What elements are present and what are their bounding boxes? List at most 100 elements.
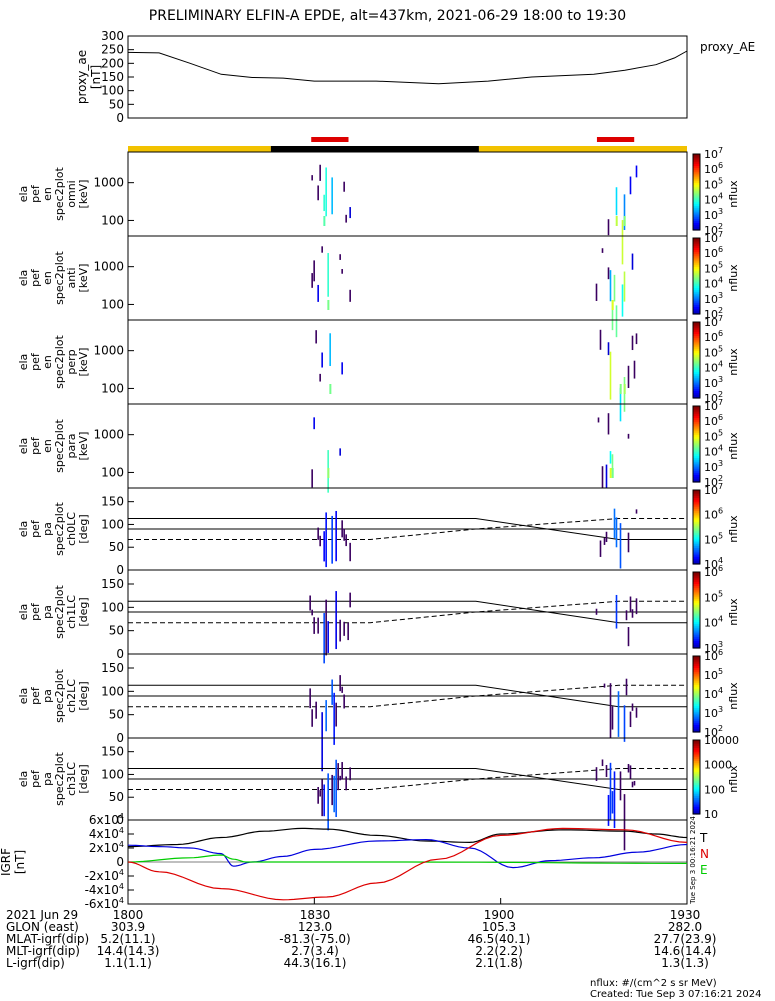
flux-pixel: [321, 712, 323, 772]
colorbar-frame: [692, 321, 701, 399]
y-axis-units: [deg]: [77, 514, 90, 543]
colorbar-cell: [693, 678, 700, 682]
colorbar-tick-label: 105: [704, 428, 723, 443]
loss-cone-line: [128, 600, 687, 624]
flux-pixel: [323, 613, 325, 664]
science-zone-segment: [270, 146, 479, 152]
colorbar-label: nflux: [727, 598, 740, 626]
colorbar-cell: [693, 646, 700, 649]
colorbar-cell: [693, 501, 700, 504]
colorbar-cell: [693, 707, 700, 710]
colorbar-cell: [693, 262, 700, 266]
colorbar-cell: [693, 270, 700, 273]
y-tick-label: 100: [101, 84, 124, 98]
flux-pixel: [311, 469, 313, 488]
colorbar-frame: [692, 489, 701, 565]
colorbar-cell: [693, 644, 700, 647]
colorbar-cell: [693, 209, 700, 212]
flux-pixel: [601, 759, 604, 767]
colorbar-cell: [693, 784, 700, 787]
colorbar-cell: [693, 713, 700, 716]
flux-pixel: [349, 289, 351, 302]
colorbar-cell: [693, 801, 700, 804]
colorbar-cell: [693, 306, 700, 309]
colorbar-tick-label: 102: [704, 474, 723, 489]
colorbar-cell: [693, 523, 700, 526]
colorbar-cell: [693, 575, 700, 579]
y-axis-label: omni: [65, 180, 78, 207]
flux-pixel: [635, 165, 638, 178]
colorbar-cell: [693, 543, 700, 547]
colorbar-cell: [693, 276, 700, 279]
flux-pixel: [611, 791, 614, 814]
colorbar-cell: [693, 406, 700, 409]
flux-pixel: [327, 468, 330, 478]
colorbar-cell: [693, 690, 700, 693]
colorbar-cell: [693, 245, 700, 249]
colorbar-cell: [693, 675, 700, 678]
colorbar-tick-label: 100: [704, 783, 725, 796]
flux-pixel: [603, 537, 606, 545]
colorbar-cell: [693, 802, 700, 806]
colorbar-cell: [693, 534, 700, 537]
orbit-value: 1830: [299, 908, 331, 922]
flux-pixel: [629, 596, 632, 612]
science-zone-segment: [128, 146, 271, 152]
colorbar-cell: [693, 788, 700, 791]
colorbar-cell: [693, 525, 700, 528]
colorbar-cell: [693, 515, 700, 519]
colorbar-cell: [693, 426, 700, 430]
proxy-ae-line: [127, 50, 688, 85]
flux-pixel: [627, 365, 630, 389]
flux-pixel: [601, 248, 604, 253]
colorbar-cell: [693, 304, 700, 307]
colorbar-cell: [693, 572, 700, 575]
colorbar-cell: [693, 661, 700, 665]
colorbar-tick-label: 103: [704, 705, 723, 720]
y-tick-label: 150: [101, 577, 124, 591]
colorbar-cell: [693, 339, 700, 342]
flux-pixel: [611, 300, 614, 310]
science-zone-marker: [596, 137, 635, 142]
flux-pixel: [631, 781, 634, 788]
colorbar-label: nflux: [727, 348, 740, 376]
colorbar-cell: [693, 747, 700, 750]
colorbar-cell: [693, 468, 700, 472]
y-axis-units: [keV]: [77, 348, 90, 377]
flux-pixel: [633, 360, 636, 379]
flux-pixel: [311, 609, 313, 616]
y-tick-label: 50: [109, 624, 124, 638]
y-axis-label: ch3LC: [65, 762, 78, 796]
colorbar-cell: [693, 211, 700, 214]
colorbar-cell: [693, 274, 700, 277]
colorbar-cell: [693, 716, 700, 720]
y-tick-label: 0: [116, 813, 124, 827]
y-axis-label: spec2plot: [53, 502, 66, 556]
flux-pixel: [323, 194, 325, 212]
colorbar-cell: [693, 528, 700, 532]
colorbar-cell: [693, 291, 700, 294]
colorbar-cell: [693, 476, 700, 479]
y-tick-label: 50: [109, 97, 124, 111]
colorbar-cell: [693, 728, 700, 731]
flux-pixel: [625, 678, 628, 696]
y-tick-label: 150: [101, 70, 124, 84]
spectrogram-burst: [311, 164, 351, 226]
colorbar-cell: [693, 199, 700, 203]
y-tick-label: 1000: [93, 176, 124, 190]
flux-pixel: [313, 617, 315, 634]
spectrogram-burst: [595, 248, 634, 338]
flux-pixel: [343, 528, 345, 541]
colorbar-cell: [693, 281, 700, 285]
colorbar-cell: [693, 272, 700, 275]
colorbar-cell: [693, 495, 700, 498]
flux-pixel: [349, 592, 351, 608]
y-axis-label: para: [65, 434, 78, 459]
y-axis-label: ela: [17, 354, 30, 371]
colorbar-cell: [693, 367, 700, 371]
colorbar-tick-label: 103: [704, 291, 723, 306]
colorbar-cell: [693, 799, 700, 802]
igrf-series-n: [127, 838, 688, 869]
legend-igrf-n: N: [700, 847, 709, 861]
colorbar-cell: [693, 760, 700, 763]
